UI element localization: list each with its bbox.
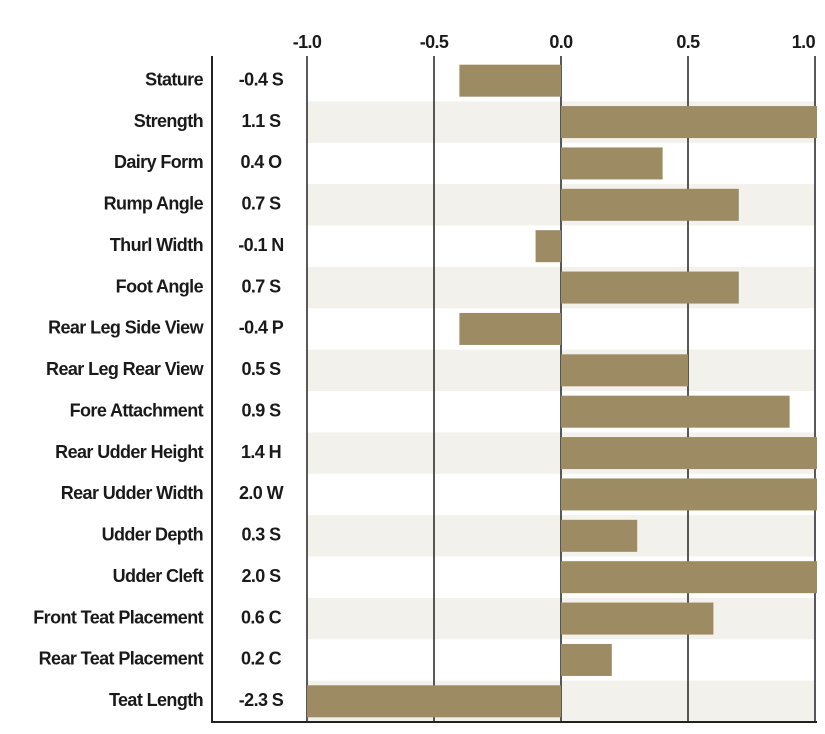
bar [561,643,612,676]
bar [561,147,663,180]
value-label: 0.4 O [240,152,282,172]
category-label: Rear Leg Side View [48,318,205,338]
value-label: 1.4 H [241,442,281,462]
value-label: -0.4 P [239,318,284,338]
category-label: Udder Cleft [113,566,204,586]
category-label: Thurl Width [110,235,203,255]
x-tick-label: 1.0 [792,32,816,52]
value-label: 0.3 S [241,525,281,545]
x-tick-label: 0.5 [676,32,700,52]
category-label: Dairy Form [114,152,203,172]
bar [535,230,561,263]
x-tick-label: 0.0 [549,32,573,52]
value-label: 0.5 S [241,359,281,379]
bar [561,188,739,221]
value-label: 2.0 W [239,483,284,503]
bar [459,312,561,345]
category-label: Front Teat Placement [33,607,203,627]
bar [561,106,817,139]
bar [307,685,562,718]
category-label: Udder Depth [102,525,203,545]
x-tick-label: -0.5 [420,32,449,52]
value-label: 0.7 S [241,276,281,296]
category-label: Fore Attachment [70,400,204,420]
bar [561,478,817,511]
category-label: Foot Angle [116,276,204,296]
bar [561,602,714,635]
bar [561,395,790,428]
x-tick-label: -1.0 [293,32,322,52]
category-label: Rump Angle [104,194,204,214]
value-label: -2.3 S [239,690,284,710]
value-label: 2.0 S [241,566,281,586]
bar [561,437,817,470]
value-label: 0.9 S [241,400,281,420]
bar [561,561,817,594]
bar [459,64,561,97]
category-label: Teat Length [109,690,203,710]
value-label: 0.7 S [241,194,281,214]
value-label: 1.1 S [241,111,281,131]
value-label: -0.1 N [238,235,283,255]
bar [561,519,638,552]
category-label: Stature [145,69,203,89]
value-label: 0.6 C [241,607,282,627]
category-label: Strength [134,111,203,131]
bar [561,354,688,387]
category-label: Rear Udder Width [61,483,203,503]
category-label: Rear Teat Placement [39,649,204,669]
category-label: Rear Udder Height [55,442,203,462]
category-label: Rear Leg Rear View [46,359,205,379]
value-label: 0.2 C [241,649,282,669]
value-label: -0.4 S [239,69,284,89]
bar [561,271,739,304]
